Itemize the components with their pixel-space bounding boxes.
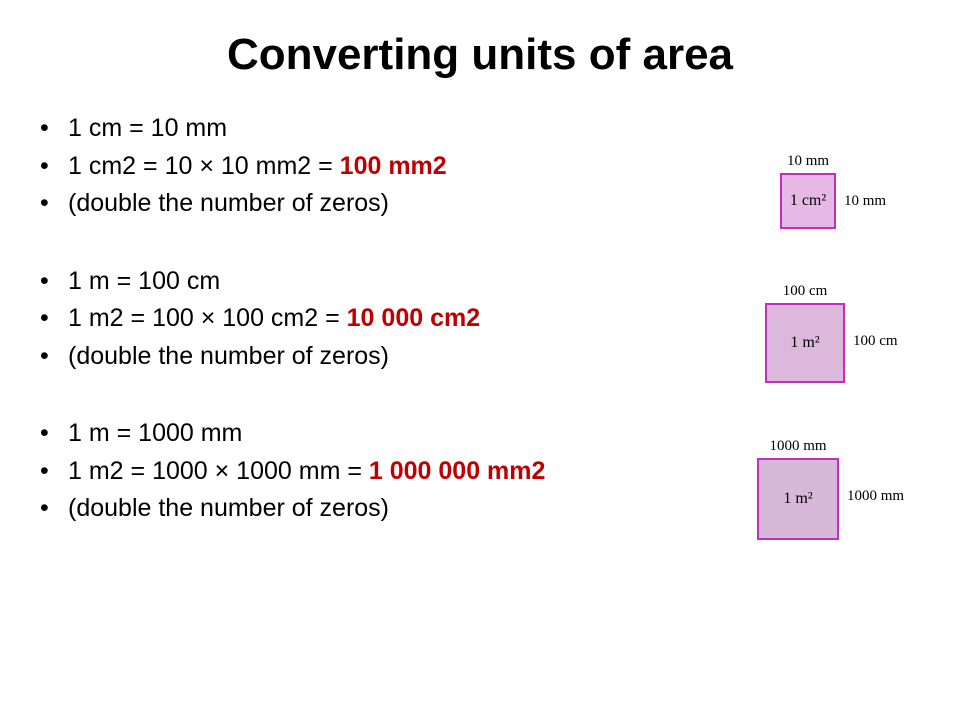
bullet-text: (double the number of zeros): [68, 342, 389, 370]
dim-top-label: 100 cm: [765, 283, 845, 300]
bullet-line: 1 m2 = 100 × 100 cm2 = 10 000 cm2: [40, 300, 720, 338]
bullet-text: (double the number of zeros): [68, 494, 389, 522]
bullet-text: 1 m2 = 1000 × 1000 mm =: [68, 457, 369, 485]
square-inner-label: 1 m²: [790, 334, 819, 352]
bullet-line: 1 m2 = 1000 × 1000 mm = 1 000 000 mm2: [40, 453, 720, 491]
bullet-content: 1 cm = 10 mm 1 cm2 = 10 × 10 mm2 = 100 m…: [40, 110, 720, 568]
dim-right-label: 100 cm: [853, 333, 898, 350]
diagram-3: 1000 mm 1 m² 1000 mm: [735, 440, 935, 555]
diagram-panel: 10 mm 1 cm² 10 mm 100 cm 1 m² 100 cm 100…: [735, 155, 935, 595]
bullet-line: (double the number of zeros): [40, 338, 720, 376]
dim-right-label: 1000 mm: [847, 488, 904, 505]
bullet-group-2: 1 m = 100 cm 1 m2 = 100 × 100 cm2 = 10 0…: [40, 263, 720, 376]
square-inner-label: 1 m²: [783, 490, 812, 508]
bullet-group-1: 1 cm = 10 mm 1 cm2 = 10 × 10 mm2 = 100 m…: [40, 110, 720, 223]
bullet-text: (double the number of zeros): [68, 189, 389, 217]
bullet-text: 1 m2 = 100 × 100 cm2 =: [68, 304, 347, 332]
page-title: Converting units of area: [0, 0, 960, 100]
square-1: 1 cm²: [780, 173, 836, 229]
bullet-highlight: 1 000 000 mm2: [369, 457, 546, 485]
dim-right-label: 10 mm: [844, 193, 886, 210]
bullet-text: 1 cm = 10 mm: [68, 114, 227, 142]
bullet-line: (double the number of zeros): [40, 490, 720, 528]
bullet-line: 1 m = 100 cm: [40, 263, 720, 301]
square-2: 1 m²: [765, 303, 845, 383]
bullet-line: 1 cm2 = 10 × 10 mm2 = 100 mm2: [40, 148, 720, 186]
bullet-line: (double the number of zeros): [40, 185, 720, 223]
dim-top-label: 10 mm: [780, 153, 836, 170]
bullet-group-3: 1 m = 1000 mm 1 m2 = 1000 × 1000 mm = 1 …: [40, 415, 720, 528]
bullet-text: 1 m = 100 cm: [68, 267, 220, 295]
bullet-line: 1 m = 1000 mm: [40, 415, 720, 453]
bullet-text: 1 cm2 = 10 × 10 mm2 =: [68, 152, 340, 180]
bullet-text: 1 m = 1000 mm: [68, 419, 242, 447]
diagram-2: 100 cm 1 m² 100 cm: [735, 285, 935, 400]
square-inner-label: 1 cm²: [790, 192, 826, 210]
bullet-highlight: 100 mm2: [340, 152, 447, 180]
bullet-highlight: 10 000 cm2: [347, 304, 480, 332]
dim-top-label: 1000 mm: [757, 438, 839, 455]
square-3: 1 m²: [757, 458, 839, 540]
bullet-line: 1 cm = 10 mm: [40, 110, 720, 148]
diagram-1: 10 mm 1 cm² 10 mm: [735, 155, 935, 245]
